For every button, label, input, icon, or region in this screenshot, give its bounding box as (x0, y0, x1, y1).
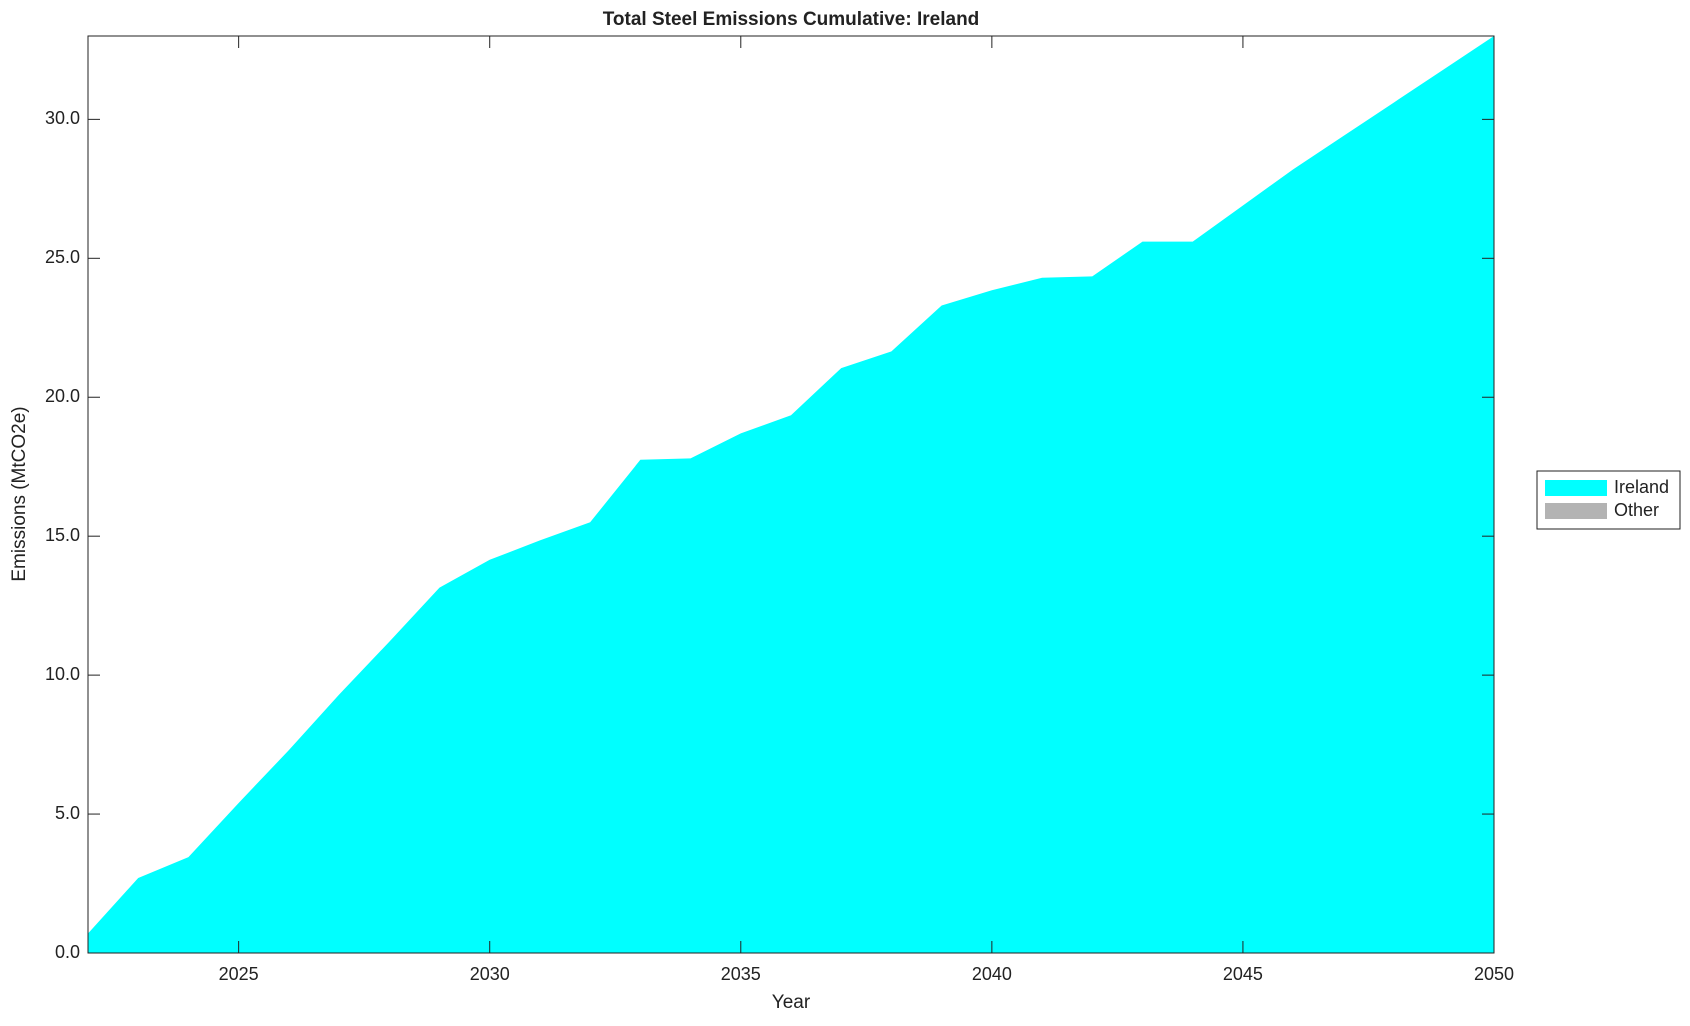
y-tick-label: 25.0 (45, 247, 80, 267)
y-tick-label: 20.0 (45, 386, 80, 406)
area (88, 36, 1494, 953)
legend-swatch (1545, 480, 1607, 496)
y-tick-label: 15.0 (45, 525, 80, 545)
y-tick-label: 5.0 (55, 803, 80, 823)
x-tick-label: 2030 (470, 964, 510, 984)
plot-frame (87, 35, 1495, 954)
y-tick-label: 30.0 (45, 108, 80, 128)
x-tick-label: 2045 (1223, 964, 1263, 984)
x-tick-label: 2035 (721, 964, 761, 984)
x-tick-label: 2025 (219, 964, 259, 984)
x-tick-label: 2040 (972, 964, 1012, 984)
y-axis-label: Emissions (MtCO2e) (9, 406, 30, 581)
chart-title: Total Steel Emissions Cumulative: Irelan… (603, 9, 980, 30)
y-tick-label: 10.0 (45, 664, 80, 684)
legend-swatch (1545, 503, 1607, 519)
legend-label: Ireland (1614, 477, 1669, 497)
x-axis-label: Year (772, 992, 811, 1013)
legend-label: Other (1614, 500, 1659, 520)
y-tick-label: 0.0 (55, 942, 80, 962)
x-tick-label: 2050 (1474, 964, 1514, 984)
